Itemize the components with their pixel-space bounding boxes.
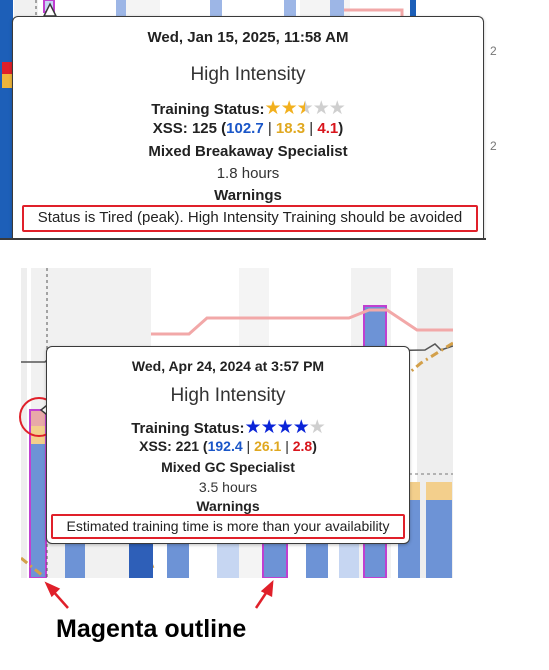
star-rating: ★★★★★ — [264, 98, 346, 119]
xss-peak-value: 4.1 — [317, 120, 339, 137]
xss-suffix: ) — [312, 438, 317, 454]
star-icon: ★ — [328, 98, 346, 119]
star-icon: ★ — [308, 417, 326, 438]
top-tooltip: Wed, Jan 15, 2025, 11:58 AM High Intensi… — [12, 16, 484, 240]
star-icon: ★ — [312, 98, 330, 119]
svg-text:2: 2 — [490, 44, 497, 58]
tooltip-intensity: High Intensity — [170, 385, 286, 406]
svg-text:2: 2 — [490, 139, 497, 153]
tooltip-specialist: Mixed GC Specialist — [161, 459, 295, 475]
xss-high-value: 18.3 — [275, 120, 306, 137]
tooltip-duration: 3.5 hours — [198, 479, 258, 495]
annotation-arrows — [44, 580, 274, 609]
xss-separator: | — [281, 438, 293, 454]
xss-low-value: 192.4 — [207, 438, 243, 454]
tooltip-training-status: Training Status:★★★★★ — [47, 416, 409, 439]
xss-prefix: XSS: 125 ( — [152, 120, 227, 137]
training-status-label: Training Status: — [151, 101, 265, 118]
tooltip-specialist: Mixed Breakaway Specialist — [148, 143, 348, 160]
warning-highlight-box: Status is Tired (peak). High Intensity T… — [22, 205, 478, 232]
xss-low-value: 102.7 — [226, 120, 264, 137]
top-chart-panel: 2 2 Wed, Jan 15, 2025, 11:58 AM High Int… — [0, 0, 549, 240]
training-status-label: Training Status: — [131, 420, 245, 437]
xss-separator: | — [242, 438, 255, 454]
warning-highlight-box: Estimated training time is more than you… — [51, 514, 405, 539]
star-icon: ★ — [276, 417, 294, 438]
bottom-tooltip: Wed, Apr 24, 2024 at 3:57 PM High Intens… — [46, 346, 410, 544]
tooltip-warnings-label: Warnings — [214, 187, 282, 204]
annotation-caption: Magenta outline — [56, 615, 247, 643]
tooltip-duration: 1.8 hours — [216, 165, 280, 182]
tooltip-xss: XSS: 125 (102.7 | 18.3 | 4.1) — [13, 120, 483, 137]
star-icon: ★ — [280, 98, 298, 119]
star-rating: ★★★★★ — [244, 417, 326, 438]
star-icon: ★ — [296, 98, 314, 119]
xss-prefix: XSS: 221 ( — [139, 438, 208, 454]
tooltip-training-status: Training Status:★★★★★ — [13, 97, 483, 120]
arrow-left-icon — [44, 581, 69, 609]
tooltip-intensity: High Intensity — [190, 64, 306, 85]
xss-suffix: ) — [338, 120, 344, 137]
top-panel-bottom-edge — [0, 238, 486, 240]
star-icon: ★ — [260, 417, 278, 438]
tooltip-xss: XSS: 221 (192.4 | 26.1 | 2.8) — [47, 438, 409, 454]
star-icon: ★ — [244, 417, 262, 438]
tooltip-date: Wed, Jan 15, 2025, 11:58 AM — [147, 29, 349, 46]
tooltip-date: Wed, Apr 24, 2024 at 3:57 PM — [131, 358, 325, 374]
star-icon: ★ — [264, 98, 282, 119]
star-icon: ★ — [292, 417, 310, 438]
xss-high-value: 26.1 — [254, 438, 282, 454]
arrow-right-icon — [254, 580, 274, 609]
xss-separator: | — [263, 120, 276, 137]
xss-separator: | — [305, 120, 318, 137]
tooltip-warnings-label: Warnings — [196, 498, 260, 514]
xss-peak-value: 2.8 — [292, 438, 313, 454]
